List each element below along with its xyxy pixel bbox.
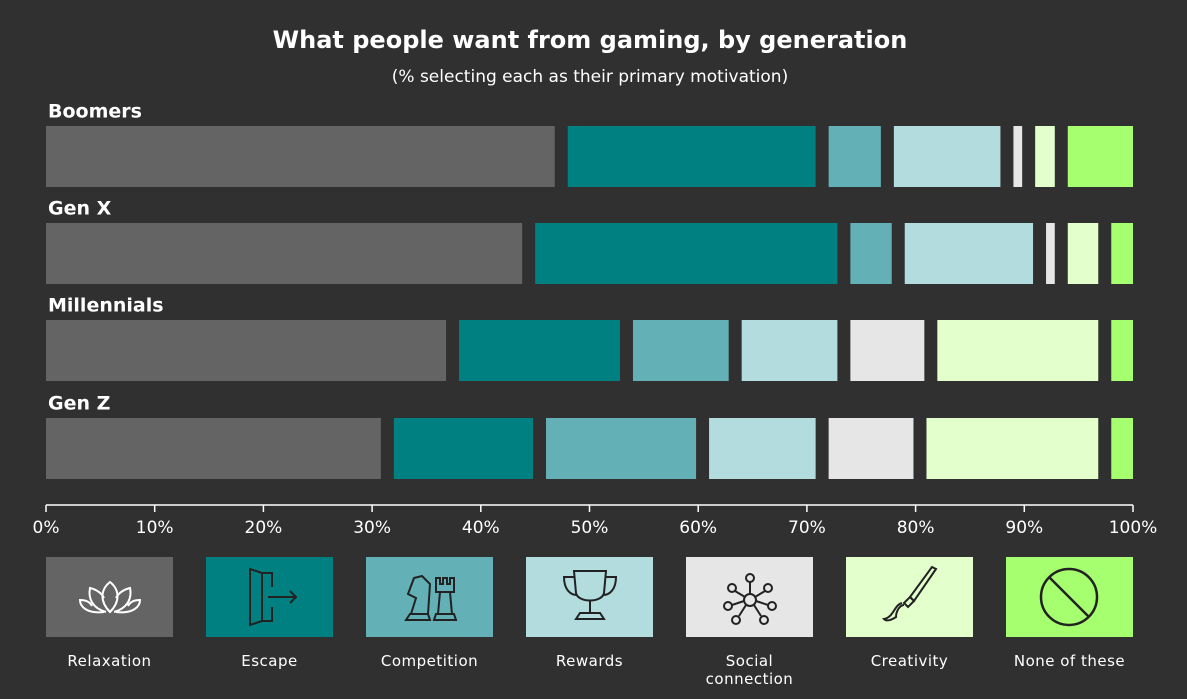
x-tick-label: 30% <box>353 518 391 538</box>
x-tick-label: 50% <box>571 518 609 538</box>
legend-label: Escape <box>241 652 298 670</box>
x-tick-label: 90% <box>1005 518 1043 538</box>
chart-subtitle: (% selecting each as their primary motiv… <box>392 67 788 87</box>
icon-brush <box>881 565 938 622</box>
icon-lotus <box>78 580 142 614</box>
bar-segment <box>1035 126 1055 187</box>
x-tick-label: 80% <box>897 518 935 538</box>
bar-segment <box>937 320 1099 381</box>
legend-label: Creativity <box>870 652 949 670</box>
x-tick-label: 0% <box>33 518 60 538</box>
legend-label: Relaxation <box>67 652 152 670</box>
bar-segment <box>893 126 1001 187</box>
bar-segment <box>46 223 523 284</box>
x-tick-label: 70% <box>788 518 826 538</box>
category-label: Millennials <box>48 295 164 317</box>
bar-segment <box>393 418 534 479</box>
category-label: Boomers <box>48 101 142 123</box>
chart-title: What people want from gaming, by generat… <box>273 26 908 54</box>
bar-segment <box>1111 418 1133 479</box>
legend-icons <box>78 565 1099 627</box>
legend-label: Competition <box>380 652 479 670</box>
x-tick-label: 20% <box>245 518 283 538</box>
bar-segment <box>1111 320 1133 381</box>
bar-segment <box>567 126 816 187</box>
icon-chess <box>404 574 458 621</box>
legend-swatch <box>46 557 173 637</box>
category-label: Gen X <box>48 198 112 220</box>
bar-segment <box>1111 223 1133 284</box>
x-tick-label: 10% <box>136 518 174 538</box>
x-tick-label: 40% <box>462 518 500 538</box>
bar-segment <box>850 320 925 381</box>
bar-segment <box>1046 223 1055 284</box>
bar-segment <box>546 418 697 479</box>
bar-segment <box>709 418 816 479</box>
bar-segment <box>535 223 838 284</box>
bar-segment <box>926 418 1099 479</box>
x-tick-label: 100% <box>1109 518 1158 538</box>
bar-segment <box>632 320 729 381</box>
bar-segment <box>741 320 838 381</box>
icon-network <box>723 573 777 625</box>
bar-segment <box>46 418 381 479</box>
category-label: Gen Z <box>48 393 110 415</box>
legend-swatch <box>526 557 653 637</box>
legend-label: None of these <box>1013 652 1126 670</box>
bar-segment <box>46 320 447 381</box>
bar-segment <box>828 126 881 187</box>
icon-escape <box>249 567 298 627</box>
icon-trophy <box>562 570 618 620</box>
x-tick-label: 60% <box>679 518 717 538</box>
legend-label: Rewards <box>555 652 624 670</box>
icon-none <box>1039 567 1099 627</box>
legend-swatch <box>686 557 813 637</box>
bar-segment <box>850 223 892 284</box>
bar-segment <box>46 126 555 187</box>
bar-segment <box>828 418 914 479</box>
bar-segment <box>1013 126 1023 187</box>
bar-segment <box>1067 223 1099 284</box>
bar-segment <box>904 223 1034 284</box>
bar-segment <box>1067 126 1133 187</box>
legend-label: Social connection <box>705 652 794 688</box>
bar-segment <box>459 320 620 381</box>
